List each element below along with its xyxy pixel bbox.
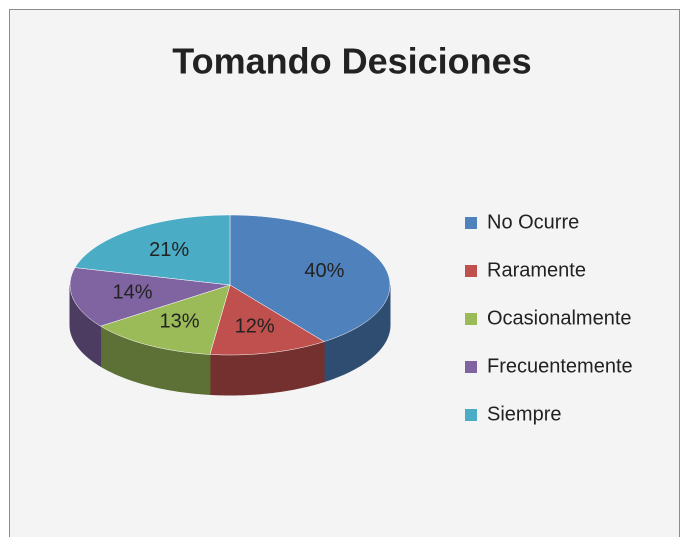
legend-label: No Ocurre [487,211,579,233]
legend-swatch [465,217,477,229]
pie-slice [209,284,325,356]
legend-label: Ocasionalmente [487,307,632,329]
pie-slice [74,214,231,286]
pie-slice [99,284,231,355]
data-label: 14% [113,281,153,303]
legend-label: Siempre [487,403,561,425]
legend-label: Frecuentemente [487,355,633,377]
pie-slice [229,214,391,342]
legend-label: Raramente [487,259,586,281]
data-label: 21% [149,239,189,261]
legend-swatch [465,265,477,277]
chart-title: Tomando Desiciones [172,41,531,82]
legend-swatch [465,409,477,421]
data-label: 13% [159,311,199,333]
data-label: 12% [235,315,275,337]
legend-swatch [465,313,477,325]
legend-swatch [465,361,477,373]
data-label: 40% [304,260,344,282]
pie-slice [69,267,231,327]
